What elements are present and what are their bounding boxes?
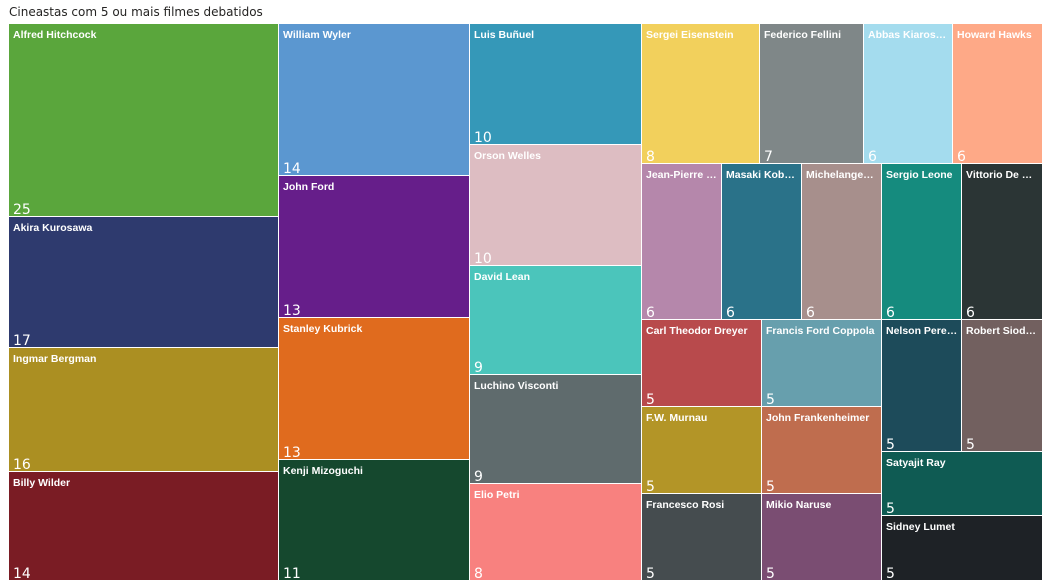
tile: [9, 348, 278, 471]
tile-value: 14: [283, 161, 301, 177]
tile-label: Akira Kurosawa: [13, 222, 93, 234]
tile-value: 14: [13, 566, 31, 582]
tile: [762, 494, 881, 580]
tile-value: 17: [13, 333, 31, 349]
tile-label: Orson Welles: [474, 150, 541, 162]
tile: [470, 24, 641, 144]
tile: [9, 24, 278, 216]
tile-value: 7: [764, 149, 773, 165]
tile-value: 5: [766, 479, 775, 495]
tile-label: Robert Siod…: [966, 325, 1036, 337]
tile-value: 5: [646, 479, 655, 495]
tile-label: Abbas Kiaros…: [868, 29, 946, 41]
tile: [864, 24, 952, 163]
tile-value: 9: [474, 360, 483, 376]
tile: [470, 266, 641, 374]
tile-value: 5: [886, 566, 895, 582]
chart-title: Cineastas com 5 ou mais filmes debatidos: [9, 5, 263, 19]
tile: [953, 24, 1042, 163]
tile-value: 13: [283, 445, 301, 461]
tile-value: 13: [283, 303, 301, 319]
tile: [9, 472, 278, 580]
tile-value: 25: [13, 202, 31, 218]
tile: [642, 320, 761, 406]
tile-value: 9: [474, 469, 483, 485]
tile: [882, 320, 961, 451]
tile-label: Luchino Visconti: [474, 380, 558, 392]
tile-label: John Frankenheimer: [766, 412, 869, 424]
tile: [762, 407, 881, 493]
tile-label: Billy Wilder: [13, 477, 70, 489]
tile-label: Sergio Leone: [886, 169, 953, 181]
tile-label: Michelange…: [806, 169, 874, 181]
tile-value: 6: [966, 305, 975, 321]
tile-label: Stanley Kubrick: [283, 323, 363, 335]
tile-label: Satyajit Ray: [886, 457, 946, 469]
tile-label: Masaki Kob…: [726, 169, 795, 181]
tile: [722, 164, 801, 319]
tile-label: David Lean: [474, 271, 530, 283]
tile-value: 5: [886, 501, 895, 517]
tile-value: 8: [474, 566, 483, 582]
tile-label: F.W. Murnau: [646, 412, 707, 424]
tile-label: Mikio Naruse: [766, 499, 832, 511]
tile: [470, 375, 641, 483]
tile: [962, 320, 1042, 451]
tile-value: 6: [868, 149, 877, 165]
tile: [762, 320, 881, 406]
tile-value: 8: [646, 149, 655, 165]
tile: [962, 164, 1042, 319]
tile-label: Elio Petri: [474, 489, 520, 501]
tile-value: 6: [806, 305, 815, 321]
tile-label: Howard Hawks: [957, 29, 1032, 41]
tile-value: 6: [726, 305, 735, 321]
tile: [642, 24, 759, 163]
tile-value: 5: [966, 437, 975, 453]
tile-value: 6: [886, 305, 895, 321]
tile-value: 5: [766, 566, 775, 582]
tile-label: John Ford: [283, 181, 334, 193]
tile-value: 11: [283, 566, 301, 582]
tile-value: 5: [886, 437, 895, 453]
tile-label: Luis Buñuel: [474, 29, 534, 41]
tile-label: Francis Ford Coppola: [766, 325, 875, 337]
tile: [642, 494, 761, 580]
tile-label: Alfred Hitchcock: [13, 29, 97, 41]
tile-value: 10: [474, 251, 492, 267]
tile: [642, 164, 721, 319]
tile: [279, 318, 469, 459]
tile: [882, 452, 1042, 515]
tile: [470, 145, 641, 265]
tile: [279, 176, 469, 317]
tile-value: 10: [474, 130, 492, 146]
tile-value: 6: [957, 149, 966, 165]
tile: [760, 24, 863, 163]
tile-label: Carl Theodor Dreyer: [646, 325, 748, 337]
tile: [802, 164, 881, 319]
tile-value: 16: [13, 457, 31, 473]
tile-value: 5: [646, 566, 655, 582]
tile: [882, 164, 961, 319]
tile-label: Kenji Mizoguchi: [283, 465, 363, 477]
tile-label: Jean-Pierre …: [646, 169, 717, 181]
tile-value: 5: [646, 392, 655, 408]
tile-label: William Wyler: [283, 29, 351, 41]
tile: [9, 217, 278, 347]
tile: [279, 24, 469, 175]
tile-label: Vittorio De …: [966, 169, 1032, 181]
tile-value: 5: [766, 392, 775, 408]
tile-label: Nelson Pere…: [886, 325, 957, 337]
tile-label: Ingmar Bergman: [13, 353, 96, 365]
tile-label: Sidney Lumet: [886, 521, 955, 533]
tile: [882, 516, 1042, 580]
tile-label: Francesco Rosi: [646, 499, 724, 511]
tile-label: Federico Fellini: [764, 29, 841, 41]
tile: [279, 460, 469, 580]
tile: [470, 484, 641, 580]
tile: [642, 407, 761, 493]
tile-value: 6: [646, 305, 655, 321]
tile-label: Sergei Eisenstein: [646, 29, 734, 41]
